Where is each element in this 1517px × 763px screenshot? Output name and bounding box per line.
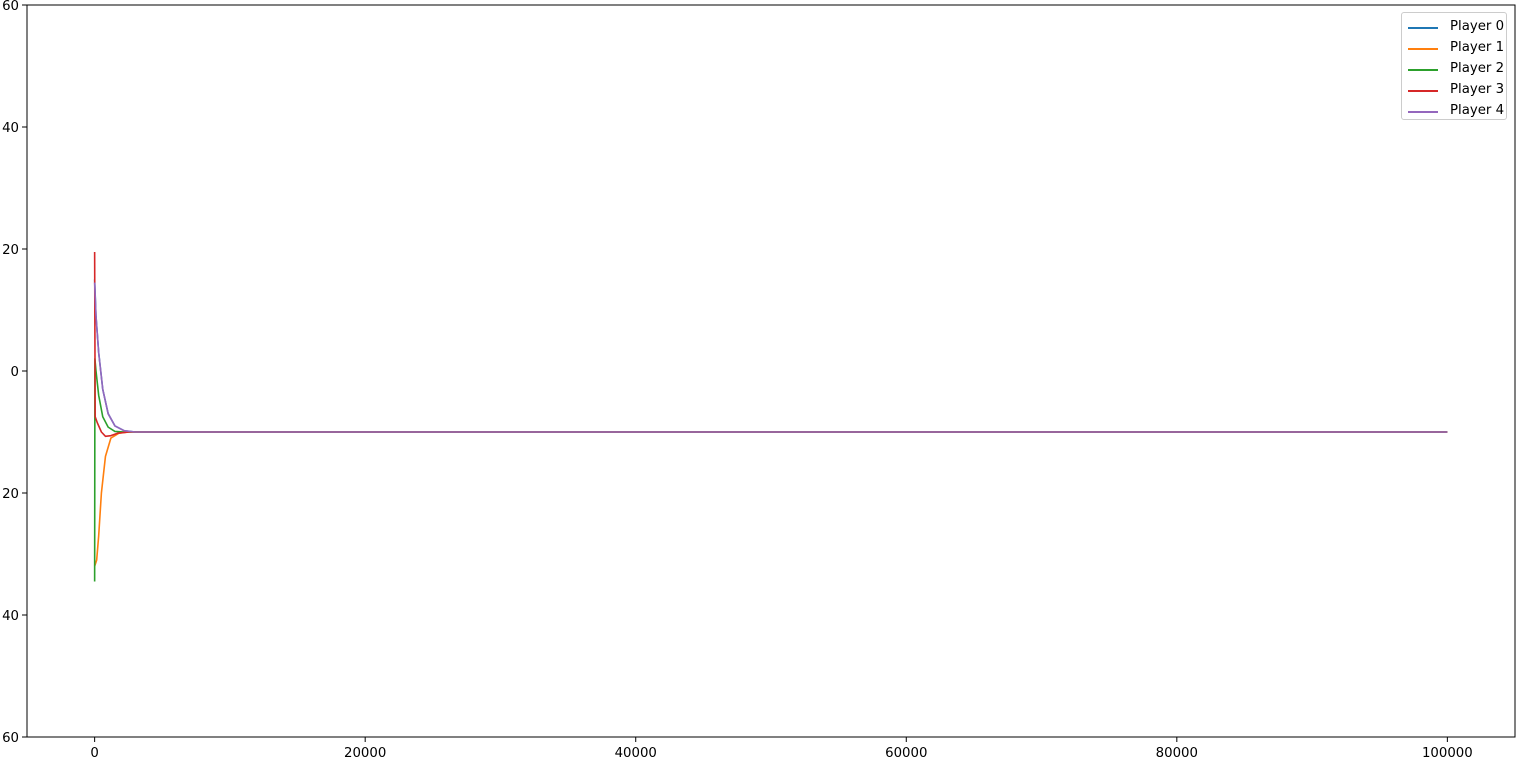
y-tick-label: 0	[11, 365, 19, 380]
legend-swatch	[1408, 111, 1438, 113]
legend-item: Player 4	[1406, 101, 1506, 122]
y-tick-label: 40	[2, 121, 19, 136]
plot-background	[27, 5, 1515, 737]
legend-label: Player 4	[1450, 103, 1505, 118]
x-tick-label: 20000	[344, 746, 386, 758]
legend-item: Player 1	[1406, 38, 1506, 59]
series-layer	[93, 252, 1448, 582]
legend-item: Player 0	[1406, 17, 1506, 38]
legend-swatch	[1408, 27, 1438, 29]
legend-label: Player 3	[1450, 82, 1505, 97]
legend-label: Player 0	[1450, 19, 1505, 34]
axis-layer: 0 20000 40000 60000 80000 100000 60 40 20 0 20 40 60	[2, 0, 1473, 761]
x-tick-label: 60000	[885, 746, 927, 758]
legend-swatch	[1408, 90, 1438, 92]
legend-item: Player 2	[1406, 59, 1506, 80]
y-tick-label: 20	[2, 243, 19, 258]
series-line-player-4	[93, 282, 1448, 433]
y-tick-label: 60	[2, 731, 19, 746]
plot-frame	[26, 4, 1516, 738]
x-tick-label: 0	[90, 746, 98, 758]
y-tick-label: 40	[2, 609, 19, 624]
x-tick-label: 40000	[615, 746, 657, 758]
legend-swatch	[1408, 69, 1438, 71]
legend-item: Player 3	[1406, 80, 1506, 101]
x-tick-label: 100000	[1422, 746, 1473, 758]
legend: Player 0 Player 1 Player 2 Player 3 Player 4	[1401, 12, 1507, 120]
x-tick-label: 80000	[1156, 746, 1198, 758]
legend-label: Player 1	[1450, 40, 1505, 55]
legend-swatch	[1408, 48, 1438, 50]
y-tick-label: 60	[2, 0, 19, 14]
legend-label: Player 2	[1450, 61, 1505, 76]
y-tick-label: 20	[2, 487, 19, 502]
